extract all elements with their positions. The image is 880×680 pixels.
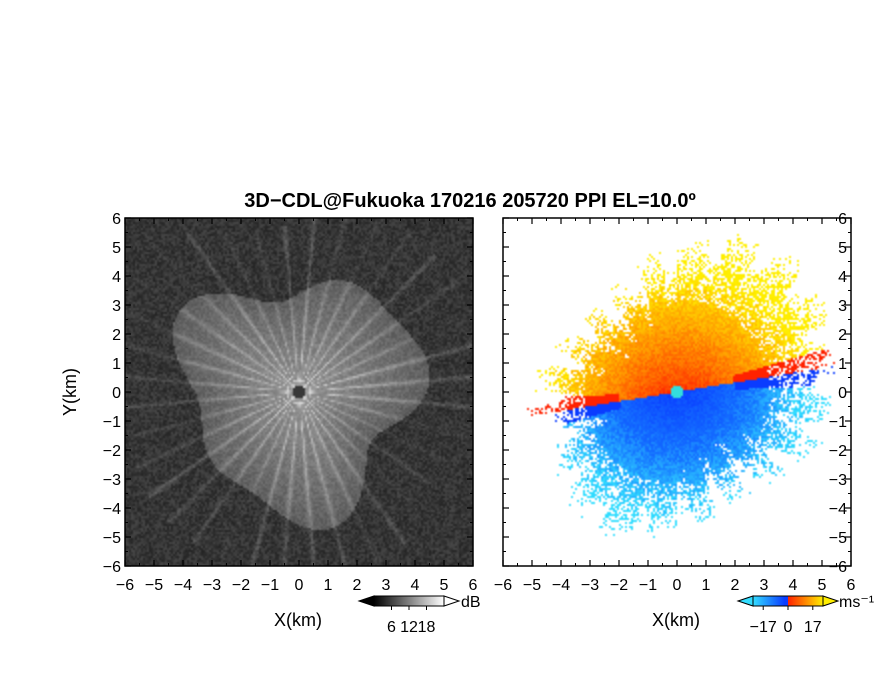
right-x-tick-label: 0 bbox=[673, 577, 682, 594]
right-y-tick-label-inner: −2 bbox=[829, 443, 847, 460]
right-y-tick-label-inner: 4 bbox=[838, 269, 847, 286]
left-colorbar-tick-label: 18 bbox=[418, 619, 436, 636]
left-y-tick-label: −5 bbox=[103, 530, 121, 547]
left-x-tick-label: −3 bbox=[203, 577, 221, 594]
right-x-tick-label: 1 bbox=[702, 577, 711, 594]
right-x-tick-label: 3 bbox=[760, 577, 769, 594]
right-colorbar-low-arrow bbox=[736, 595, 754, 607]
right-colorbar-tick-label: 17 bbox=[804, 619, 822, 636]
left-colorbar-ticks: 6 12 18 bbox=[387, 606, 436, 636]
left-x-axis-label: X(km) bbox=[274, 610, 322, 630]
left-x-tick-label: −5 bbox=[145, 577, 163, 594]
left-y-tick-label: 3 bbox=[112, 298, 121, 315]
left-x-tick-label: 5 bbox=[440, 577, 449, 594]
right-y-tick-label-inner: −4 bbox=[829, 501, 847, 518]
reflectivity-heatmap bbox=[125, 218, 473, 566]
left-x-tick-label: 6 bbox=[469, 577, 478, 594]
left-y-tick-label: −1 bbox=[103, 414, 121, 431]
left-y-tick-label: 6 bbox=[112, 211, 121, 228]
left-colorbar-low-arrow bbox=[357, 595, 375, 607]
right-y-tick-label-inner: −3 bbox=[829, 472, 847, 489]
left-x-tick-label: −2 bbox=[232, 577, 250, 594]
right-x-tick-label: 6 bbox=[847, 577, 856, 594]
left-y-tick-label: −2 bbox=[103, 443, 121, 460]
right-y-tick-label-inner: 1 bbox=[838, 356, 847, 373]
right-y-tick-label-inner: 3 bbox=[838, 298, 847, 315]
right-y-tick-label-inner: 5 bbox=[838, 240, 847, 257]
right-x-tick-label: −3 bbox=[581, 577, 599, 594]
left-x-tick-label: 2 bbox=[353, 577, 362, 594]
right-x-tick-label: 5 bbox=[818, 577, 827, 594]
left-x-tick-label: 1 bbox=[324, 577, 333, 594]
left-colorbar-tick-label: 12 bbox=[400, 619, 418, 636]
right-colorbar-unit: ms⁻¹ bbox=[839, 594, 874, 611]
right-x-tick-label: −6 bbox=[494, 577, 512, 594]
velocity-heatmap bbox=[503, 218, 851, 566]
left-x-tick-label: −4 bbox=[174, 577, 192, 594]
left-x-tick-label: −1 bbox=[261, 577, 279, 594]
left-x-tick-label: 3 bbox=[382, 577, 391, 594]
right-x-tick-label: −2 bbox=[610, 577, 628, 594]
left-y-tick-label: −4 bbox=[103, 501, 121, 518]
right-x-tick-label: −5 bbox=[523, 577, 541, 594]
right-y-tick-label-inner: 2 bbox=[838, 327, 847, 344]
left-y-tick-label: 5 bbox=[112, 240, 121, 257]
right-y-tick-label-inner: −5 bbox=[829, 530, 847, 547]
left-colorbar-high-arrow bbox=[443, 595, 461, 607]
right-colorbar-tick-label: 0 bbox=[784, 619, 793, 636]
left-axis-ticks: −6 −5 −4 −3 −2 −1 0 1 2 3 4 5 6 6 5 4 3 2 1 0 −1 −2 −3 −4 −5 −6 bbox=[103, 211, 478, 594]
right-colorbar-ticks: −17 0 17 bbox=[750, 606, 822, 636]
right-colorbar: −17 0 17 ms⁻¹ bbox=[736, 594, 874, 636]
right-y-tick-label-inner: −1 bbox=[829, 414, 847, 431]
right-x-tick-label: 2 bbox=[731, 577, 740, 594]
right-panel: −6 −5 −4 −3 −2 −1 0 1 2 3 4 5 6 6 5 4 3 2 1 0 −1 −2 −3 −4 −5 −6 X… bbox=[494, 211, 856, 630]
left-panel: −6 −5 −4 −3 −2 −1 0 1 2 3 4 5 6 6 5 4 3 2 1 0 −1 −2 −3 −4 −5 −6 X… bbox=[60, 211, 478, 630]
left-colorbar-unit: dB bbox=[461, 594, 481, 611]
right-x-axis-label: X(km) bbox=[652, 610, 700, 630]
right-y-tick-label-inner: −6 bbox=[829, 559, 847, 576]
right-x-tick-label: −1 bbox=[639, 577, 657, 594]
left-y-tick-label: −3 bbox=[103, 472, 121, 489]
left-y-tick-label: 2 bbox=[112, 327, 121, 344]
left-y-axis-label: Y(km) bbox=[60, 368, 80, 416]
left-colorbar-tick-label: 6 bbox=[387, 619, 396, 636]
right-x-tick-label: −4 bbox=[552, 577, 570, 594]
left-y-tick-label: −6 bbox=[103, 559, 121, 576]
right-y-tick-label-inner: 0 bbox=[838, 385, 847, 402]
left-y-tick-label: 0 bbox=[112, 385, 121, 402]
figure-title: 3D−CDL@Fukuoka 170216 205720 PPI EL=10.0… bbox=[244, 190, 696, 212]
left-y-tick-label: 1 bbox=[112, 356, 121, 373]
right-y-tick-label-inner: 6 bbox=[838, 211, 847, 228]
right-colorbar-bar bbox=[752, 595, 824, 607]
right-axis-ticks: −6 −5 −4 −3 −2 −1 0 1 2 3 4 5 6 6 5 4 3 2 1 0 −1 −2 −3 −4 −5 −6 bbox=[494, 211, 856, 594]
left-x-tick-label: 4 bbox=[411, 577, 420, 594]
right-x-tick-label: 4 bbox=[789, 577, 798, 594]
right-colorbar-high-arrow bbox=[822, 595, 840, 607]
left-y-tick-label: 4 bbox=[112, 269, 121, 286]
left-colorbar: 6 12 18 dB bbox=[357, 594, 481, 636]
right-colorbar-tick-label: −17 bbox=[750, 619, 777, 636]
left-x-tick-label: 0 bbox=[295, 577, 304, 594]
left-x-tick-label: −6 bbox=[116, 577, 134, 594]
left-colorbar-bar bbox=[373, 595, 445, 607]
